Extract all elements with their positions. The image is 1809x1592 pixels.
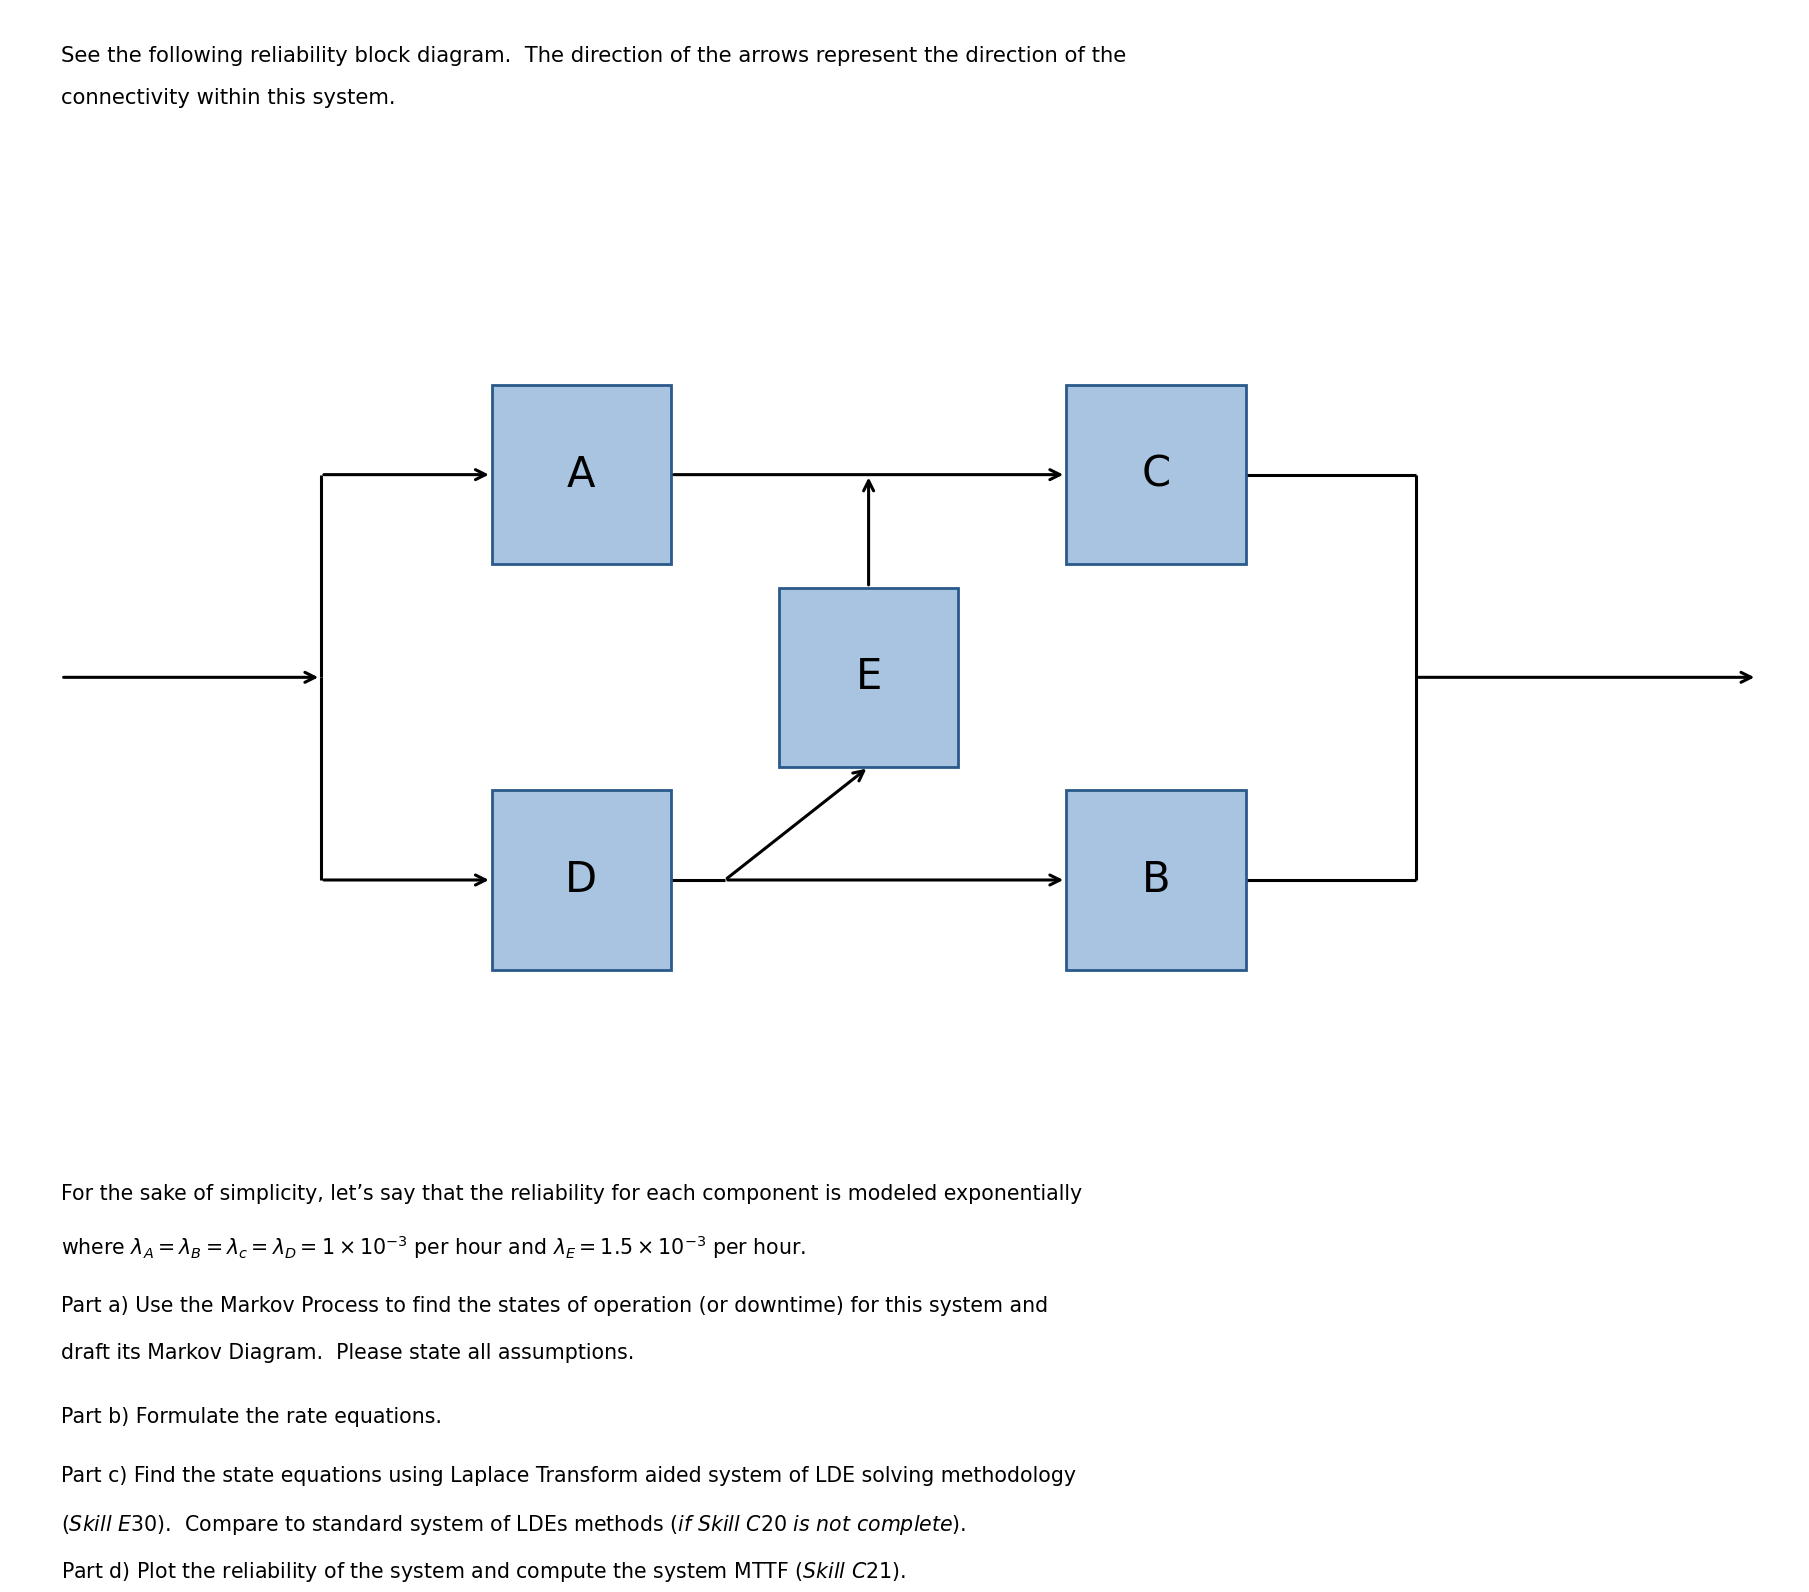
Text: Part c) Find the state equations using Laplace Transform aided system of LDE sol: Part c) Find the state equations using L…: [62, 1466, 1076, 1487]
FancyBboxPatch shape: [1066, 790, 1246, 970]
Text: See the following reliability block diagram.  The direction of the arrows repres: See the following reliability block diag…: [62, 46, 1125, 65]
FancyBboxPatch shape: [1066, 385, 1246, 564]
Text: draft its Markov Diagram.  Please state all assumptions.: draft its Markov Diagram. Please state a…: [62, 1344, 635, 1363]
Text: connectivity within this system.: connectivity within this system.: [62, 88, 396, 108]
Text: Part a) Use the Markov Process to find the states of operation (or downtime) for: Part a) Use the Markov Process to find t…: [62, 1296, 1047, 1317]
Text: A: A: [568, 454, 595, 495]
FancyBboxPatch shape: [492, 385, 671, 564]
Text: ($\it{Skill\ E30}$).  Compare to standard system of LDEs methods ($\it{if\ Skill: ($\it{Skill\ E30}$). Compare to standard…: [62, 1512, 966, 1536]
Text: D: D: [566, 860, 597, 901]
Text: B: B: [1141, 860, 1170, 901]
Text: where $\lambda_A = \lambda_B = \lambda_c = \lambda_D = 1 \times 10^{-3}$ per hou: where $\lambda_A = \lambda_B = \lambda_c…: [62, 1234, 807, 1261]
FancyBboxPatch shape: [780, 587, 959, 767]
Text: Part d) Plot the reliability of the system and compute the system MTTF ($\it{Ski: Part d) Plot the reliability of the syst…: [62, 1560, 906, 1584]
FancyBboxPatch shape: [492, 790, 671, 970]
Text: E: E: [856, 656, 881, 699]
Text: For the sake of simplicity, let’s say that the reliability for each component is: For the sake of simplicity, let’s say th…: [62, 1184, 1082, 1204]
Text: Part b) Formulate the rate equations.: Part b) Formulate the rate equations.: [62, 1407, 441, 1426]
Text: C: C: [1141, 454, 1170, 495]
